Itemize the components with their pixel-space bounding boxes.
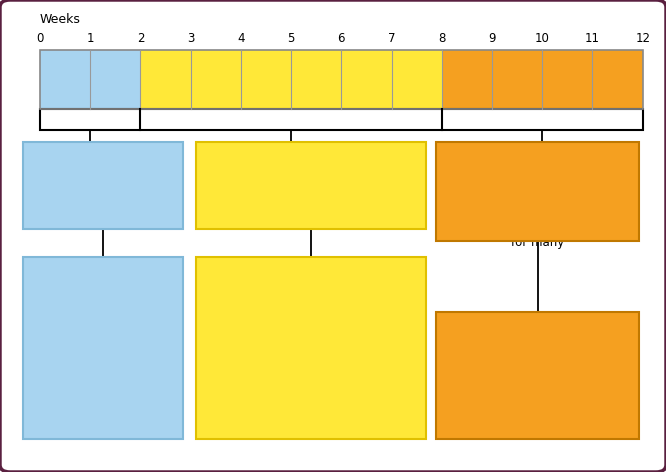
Text: 1: 1 [87,32,94,45]
FancyBboxPatch shape [436,312,639,439]
Text: 5: 5 [288,32,295,45]
Text: Stage 2
Paroxysmal Stage: Stage 2 Paroxysmal Stage [244,149,379,177]
Text: 12: 12 [635,32,650,45]
Bar [40,50,643,109]
Bar [40,50,141,109]
Text: 0: 0 [36,32,44,45]
Bar [141,50,442,109]
FancyBboxPatch shape [196,142,426,229]
FancyBboxPatch shape [436,142,639,241]
FancyBboxPatch shape [23,257,183,439]
Text: Weeks: Weeks [40,13,81,26]
Text: May last 1
to 2 weeks: May last 1 to 2 weeks [71,185,135,214]
Text: 7: 7 [388,32,396,45]
Text: 6: 6 [338,32,345,45]
Bar [40,109,643,130]
Text: 9: 9 [488,32,496,45]
Text: Symptoms:
runny nose,
low-grade
fever, mild,
occasional
cough—Highly
contagious: Symptoms: runny nose, low-grade fever, m… [33,264,118,373]
Text: 3: 3 [187,32,194,45]
FancyBboxPatch shape [23,142,183,229]
Text: Stage 1
Catarrhal Stage: Stage 1 Catarrhal Stage [48,149,159,177]
Text: Recovery is gradual.
Coughing lessens but
fits of coughing may
return.: Recovery is gradual. Coughing lessens bu… [446,318,573,379]
FancyBboxPatch shape [196,257,426,439]
Text: 2: 2 [137,32,144,45]
Bar [442,50,643,109]
Text: 11: 11 [585,32,600,45]
Text: 4: 4 [237,32,244,45]
Text: Stage 3
Convalescent Stage: Stage 3 Convalescent Stage [464,149,612,177]
Text: 8: 8 [438,32,446,45]
Text: Symptoms:
fits of numerous, rapid
coughs followed by
“whoop” sound; vomiting
and: Symptoms: fits of numerous, rapid coughs… [206,264,356,373]
Text: Lasts about 2–3 weeks;
susceptible to other
respiratory infections
for many: Lasts about 2–3 weeks; susceptible to ot… [469,188,607,249]
Text: 10: 10 [535,32,549,45]
Text: Lasts 1–6 weeks; may
extend to 10 weeks: Lasts 1–6 weeks; may extend to 10 weeks [246,188,376,217]
